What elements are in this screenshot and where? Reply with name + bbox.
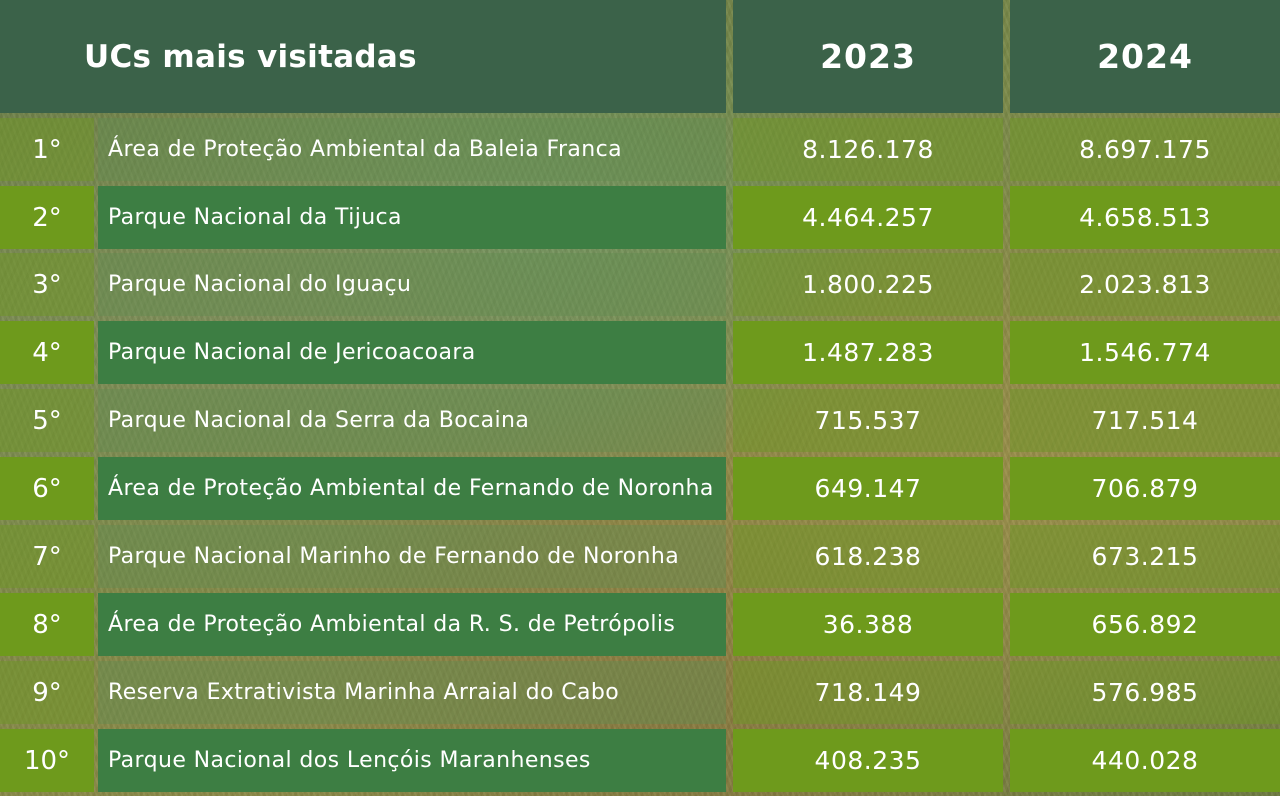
column-header-2024: 2024 — [1010, 0, 1280, 113]
name-cell: Reserva Extrativista Marinha Arraial do … — [98, 661, 726, 724]
value-2023-cell: 715.537 — [733, 389, 1003, 452]
name-cell: Parque Nacional de Jericoacoara — [98, 321, 726, 384]
rank-cell: 3° — [0, 253, 94, 316]
rank-cell: 9° — [0, 661, 94, 724]
value-2024-cell: 576.985 — [1010, 661, 1280, 724]
table-title: UCs mais visitadas — [0, 0, 726, 113]
value-2023-cell: 649.147 — [733, 457, 1003, 520]
name-cell: Parque Nacional dos Lençóis Maranhenses — [98, 729, 726, 792]
rank-cell: 5° — [0, 389, 94, 452]
name-cell: Parque Nacional da Tijuca — [98, 186, 726, 249]
value-2024-cell: 717.514 — [1010, 389, 1280, 452]
value-2023-cell: 618.238 — [733, 525, 1003, 588]
rank-cell: 7° — [0, 525, 94, 588]
value-2024-cell: 440.028 — [1010, 729, 1280, 792]
value-2023-cell: 408.235 — [733, 729, 1003, 792]
name-cell: Área de Proteção Ambiental da R. S. de P… — [98, 593, 726, 656]
name-cell: Parque Nacional da Serra da Bocaina — [98, 389, 726, 452]
value-2024-cell: 1.546.774 — [1010, 321, 1280, 384]
rank-cell: 1° — [0, 118, 94, 181]
value-2023-cell: 8.126.178 — [733, 118, 1003, 181]
value-2024-cell: 4.658.513 — [1010, 186, 1280, 249]
rank-cell: 10° — [0, 729, 94, 792]
rank-cell: 4° — [0, 321, 94, 384]
value-2023-cell: 718.149 — [733, 661, 1003, 724]
value-2024-cell: 706.879 — [1010, 457, 1280, 520]
value-2023-cell: 36.388 — [733, 593, 1003, 656]
value-2024-cell: 673.215 — [1010, 525, 1280, 588]
value-2023-cell: 1.800.225 — [733, 253, 1003, 316]
value-2024-cell: 8.697.175 — [1010, 118, 1280, 181]
rank-cell: 2° — [0, 186, 94, 249]
value-2023-cell: 1.487.283 — [733, 321, 1003, 384]
value-2024-cell: 2.023.813 — [1010, 253, 1280, 316]
name-cell: Área de Proteção Ambiental da Baleia Fra… — [98, 118, 726, 181]
name-cell: Parque Nacional do Iguaçu — [98, 253, 726, 316]
value-2024-cell: 656.892 — [1010, 593, 1280, 656]
value-2023-cell: 4.464.257 — [733, 186, 1003, 249]
name-cell: Parque Nacional Marinho de Fernando de N… — [98, 525, 726, 588]
name-cell: Área de Proteção Ambiental de Fernando d… — [98, 457, 726, 520]
rank-cell: 8° — [0, 593, 94, 656]
rank-cell: 6° — [0, 457, 94, 520]
column-header-2023: 2023 — [733, 0, 1003, 113]
